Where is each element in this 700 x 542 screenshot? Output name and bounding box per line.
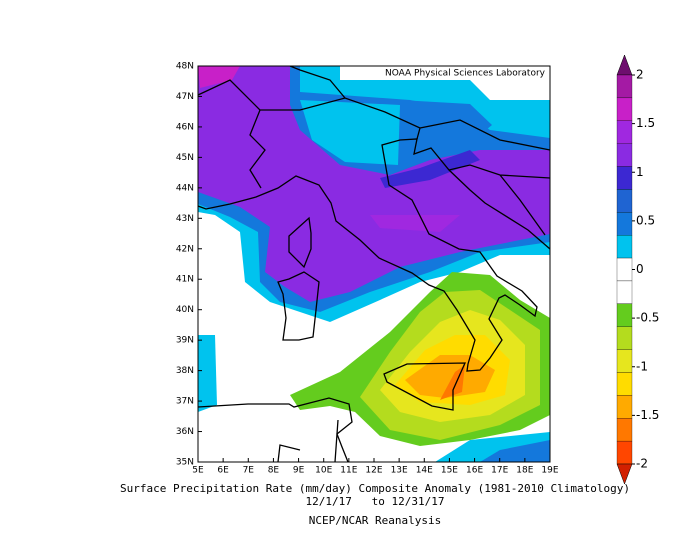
lat-label: 48N xyxy=(176,62,194,72)
axes: 48N 47N 46N 45N 44N 43N 42N 41N 40N 39N 38N 37N 36N 3… xyxy=(176,62,559,476)
colorbar-tick-label: -2 xyxy=(636,457,648,471)
lat-label: 39N xyxy=(176,336,194,346)
credit: NOAA Physical Sciences Laboratory xyxy=(385,69,546,79)
lon-label: 8E xyxy=(268,466,280,476)
lon-label: 16E xyxy=(466,466,483,476)
lon-label: 11E xyxy=(340,466,357,476)
lat-label: 41N xyxy=(176,275,194,285)
colorbar-bin xyxy=(616,280,633,304)
colorbar-arrow-bottom xyxy=(616,463,633,485)
colorbar-bin xyxy=(616,257,633,282)
lat-label: 47N xyxy=(176,92,194,102)
lon-label: 10E xyxy=(315,466,332,476)
colorbar-tick-label: 2 xyxy=(636,68,644,82)
colorbar-bin xyxy=(616,303,633,327)
colorbar-bin xyxy=(616,326,633,350)
colorbar-bin xyxy=(616,166,633,190)
colorbar-tick-label: 1.5 xyxy=(636,116,655,130)
lon-label: 6E xyxy=(217,466,229,476)
colorbar-bin xyxy=(616,349,633,373)
lat-label: 44N xyxy=(176,183,194,193)
colorbar-bin xyxy=(616,235,633,259)
colorbar-tick-label: -0.5 xyxy=(636,311,659,325)
lat-label: 37N xyxy=(176,397,194,407)
colorbar-tick-label: 1 xyxy=(636,165,644,179)
colorbar-bin xyxy=(616,395,633,419)
map-fill xyxy=(198,66,550,462)
colorbar-tick-label: -1 xyxy=(636,359,648,373)
colorbar: 2 1.5 1 0.5 0 -0.5 -1 -1.5 -2 xyxy=(616,54,659,485)
caption-title: Surface Precipitation Rate (mm/day) Comp… xyxy=(120,482,630,495)
lon-label: 13E xyxy=(391,466,408,476)
lon-label: 12E xyxy=(365,466,382,476)
colorbar-bin xyxy=(616,120,633,144)
colorbar-tick-label: -1.5 xyxy=(636,408,659,422)
coastlines xyxy=(198,66,550,462)
lon-label: 5E xyxy=(192,466,204,476)
caption-source: NCEP/NCAR Reanalysis xyxy=(309,514,441,527)
lon-label: 7E xyxy=(243,466,255,476)
colorbar-bin xyxy=(616,440,633,465)
lat-label: 36N xyxy=(176,427,194,437)
lon-label: 18E xyxy=(516,466,533,476)
lat-label: 40N xyxy=(176,305,194,315)
lon-label: 15E xyxy=(441,466,458,476)
lon-label: 17E xyxy=(491,466,508,476)
colorbar-tick-label: 0 xyxy=(636,262,644,276)
colorbar-bin xyxy=(616,143,633,167)
colorbar-bin xyxy=(616,212,633,236)
colorbar-arrow-top xyxy=(616,54,633,76)
colorbar-bin xyxy=(616,189,633,213)
colorbar-bin xyxy=(616,74,633,99)
lat-label: 43N xyxy=(176,214,194,224)
lon-label: 19E xyxy=(541,466,558,476)
lat-label: 42N xyxy=(176,244,194,254)
colorbar-bin xyxy=(616,97,633,121)
colorbar-bin xyxy=(616,372,633,396)
caption-dates: 12/1/17 to 12/31/17 xyxy=(305,495,444,508)
lat-label: 38N xyxy=(176,366,194,376)
lat-label: 45N xyxy=(176,153,194,163)
lat-label: 46N xyxy=(176,122,194,132)
lon-label: 9E xyxy=(293,466,305,476)
lon-label: 14E xyxy=(416,466,433,476)
colorbar-tick-label: 0.5 xyxy=(636,213,655,227)
colorbar-bin xyxy=(616,418,633,442)
lat-label: 35N xyxy=(176,458,194,468)
